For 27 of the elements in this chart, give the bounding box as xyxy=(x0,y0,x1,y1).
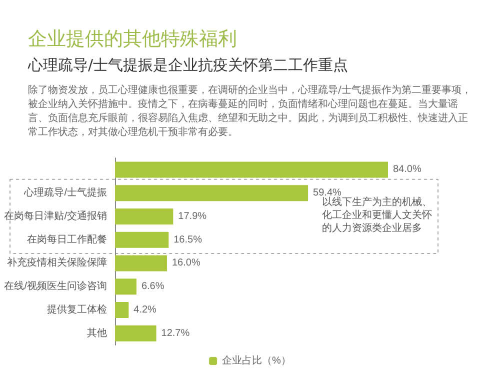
y-tick-label: 心理疏导/士气提振 xyxy=(23,186,107,199)
bar xyxy=(115,208,174,224)
annotation: 以线下生产为主的机械、化工企业和更懂人文关怀的人力资源类企业居多 xyxy=(322,196,432,234)
chart-title: 企业提供的其他特殊福利 xyxy=(28,27,237,52)
bar xyxy=(115,278,136,295)
y-tick-label: 在岗每日工作配餐 xyxy=(27,233,107,246)
y-tick-label: 提供复工体检 xyxy=(47,303,107,316)
bar xyxy=(115,255,167,272)
data-label: 16.0% xyxy=(172,258,200,269)
bar xyxy=(115,162,388,178)
y-tick-label: 其他 xyxy=(87,326,107,339)
y-tick-label: 在岗每日津贴/交通报销 xyxy=(4,210,107,222)
bar xyxy=(115,185,308,202)
data-label: 16.5% xyxy=(174,234,202,246)
data-label: 17.9% xyxy=(178,210,207,222)
data-label: 84.0% xyxy=(393,164,422,176)
chart-subtitle: 心理疏导/士气提振是企业抗疫关怀第二工作重点 xyxy=(28,56,348,75)
text: 除了物资发放，员工心理健康也很重要，在调研的企业当中，心理疏导/士气提振作为第二重要事项，被企业纳入关怀措施中。疫情之下，在病毒蔓延的同时，负面情绪和心理问题也在蔓延。当大量谣言、负面信息充斥眼前，很容易陷入焦虑、绝望和无助之中。因此，为调到员工积极性、快速进入正常工作状态，对其做心理危机干预非常有必要。 xyxy=(28,84,472,140)
data-label: 4.2% xyxy=(134,304,157,316)
data-label: 12.7% xyxy=(161,328,190,339)
bar xyxy=(115,325,156,342)
data-label: 6.6% xyxy=(141,281,164,292)
bar xyxy=(115,232,169,248)
bar xyxy=(115,302,129,318)
legend-label: 企业占比（%） xyxy=(222,354,291,366)
y-tick-label: 在线/视频医生问诊咨询 xyxy=(4,280,107,292)
y-tick-label: 补充疫情相关保险保障 xyxy=(7,256,107,269)
